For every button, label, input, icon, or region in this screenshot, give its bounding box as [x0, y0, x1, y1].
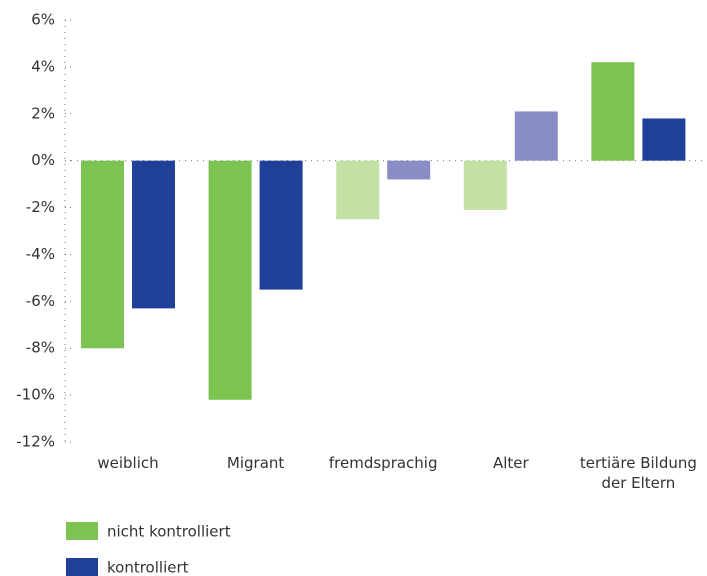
bar	[208, 160, 252, 400]
bar	[132, 160, 175, 309]
y-tick-label: -4%	[26, 245, 55, 263]
y-tick-label: 4%	[31, 57, 55, 75]
y-tick-label: -10%	[16, 386, 55, 404]
x-tick-label: tertiäre Bildung der Eltern	[579, 454, 697, 492]
y-tick-label: -12%	[16, 433, 55, 451]
x-tick-label: fremdsprachig	[328, 454, 438, 472]
x-tick-label: Migrant	[226, 454, 285, 472]
bar	[591, 62, 635, 161]
bar	[463, 160, 507, 210]
bar	[259, 160, 303, 290]
legend-label: kontrolliert	[107, 559, 189, 576]
bar	[336, 160, 380, 220]
y-tick-label: 0%	[31, 151, 55, 169]
y-tick-label: 2%	[31, 104, 55, 122]
legend-swatch	[66, 558, 98, 576]
bar	[642, 118, 686, 161]
y-tick-label: -6%	[26, 292, 55, 310]
x-tick-label: Alter	[492, 454, 529, 472]
y-tick-label: 6%	[31, 11, 55, 29]
bar	[81, 160, 124, 349]
legend-swatch	[66, 522, 98, 540]
y-tick-label: -8%	[26, 339, 55, 357]
y-tick-label: -2%	[26, 198, 55, 216]
bar	[387, 160, 431, 180]
legend-label: nicht kontrolliert	[107, 523, 231, 541]
x-tick-label: weiblich	[97, 454, 159, 472]
bar	[514, 111, 558, 161]
